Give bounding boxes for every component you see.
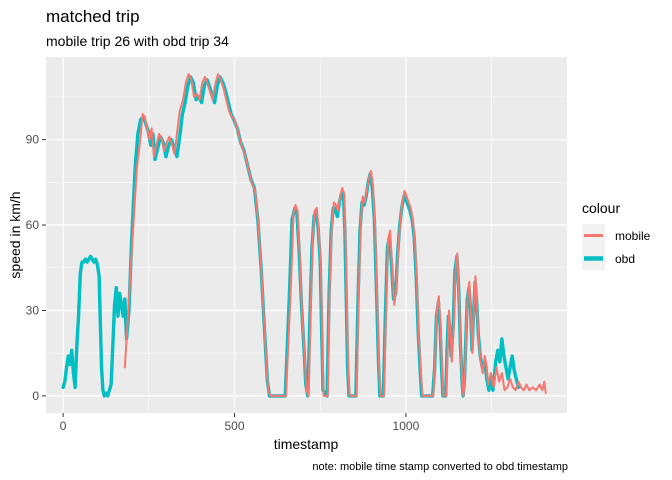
chart-subtitle: mobile trip 26 with obd trip 34	[46, 33, 229, 49]
y-tick-label-2: 60	[26, 218, 40, 232]
legend-label-mobile: mobile	[615, 229, 651, 243]
y-tick-label-0: 0	[32, 389, 39, 403]
series-line-mobile	[123, 73, 547, 397]
legend: colour mobile obd	[582, 200, 651, 270]
x-axis-title: timestamp	[274, 436, 339, 452]
x-axis: 0 500 1000	[60, 413, 420, 433]
x-tick-label-1: 500	[225, 419, 245, 433]
x-tick-label-0: 0	[60, 419, 67, 433]
plot-panel	[46, 57, 567, 413]
y-tick-label-1: 30	[26, 303, 40, 317]
y-axis-title: speed in km/h	[7, 191, 23, 278]
x-tick-label-2: 1000	[393, 419, 420, 433]
chart-title: matched trip	[46, 7, 140, 26]
legend-title: colour	[582, 200, 620, 216]
y-tick-label-3: 90	[26, 133, 40, 147]
legend-label-obd: obd	[615, 252, 635, 266]
grid-major	[46, 57, 567, 413]
series-layer	[61, 73, 547, 398]
chart-caption: note: mobile time stamp converted to obd…	[312, 461, 568, 473]
y-axis: 0 30 60 90	[26, 133, 46, 403]
